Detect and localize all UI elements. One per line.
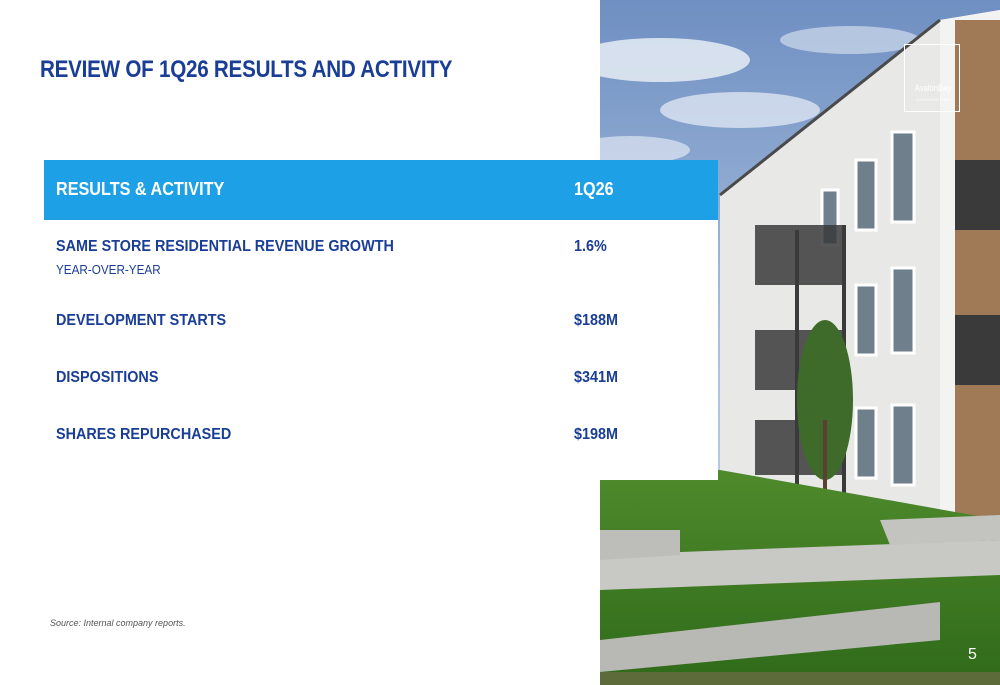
row-value: 1.6% bbox=[574, 238, 607, 255]
results-table: RESULTS & ACTIVITY 1Q26 SAME STORE RESID… bbox=[44, 160, 718, 480]
source-note: Source: Internal company reports. bbox=[50, 618, 186, 628]
row-label: DISPOSITIONS bbox=[56, 369, 159, 386]
page-title: REVIEW OF 1Q26 RESULTS AND ACTIVITY bbox=[40, 56, 453, 83]
row-label: SAME STORE RESIDENTIAL REVENUE GROWTH bbox=[56, 238, 394, 255]
logo-sub: COMMUNITIES bbox=[916, 97, 950, 102]
row-value: $341M bbox=[574, 369, 619, 386]
row-label: SHARES REPURCHASED bbox=[56, 426, 232, 443]
building-photo bbox=[600, 0, 1000, 685]
header-label: RESULTS & ACTIVITY bbox=[56, 179, 225, 199]
header-period: 1Q26 bbox=[574, 179, 614, 199]
page-number: 5 bbox=[968, 646, 977, 663]
row-value: $198M bbox=[574, 426, 619, 443]
row-sublabel: YEAR-OVER-YEAR bbox=[56, 262, 161, 277]
row-value: $188M bbox=[574, 312, 619, 329]
table-header: RESULTS & ACTIVITY 1Q26 bbox=[44, 160, 718, 220]
row-label: DEVELOPMENT STARTS bbox=[56, 312, 227, 329]
avalonbay-logo: AvalonBay COMMUNITIES bbox=[904, 44, 960, 112]
logo-name: AvalonBay bbox=[914, 83, 952, 93]
